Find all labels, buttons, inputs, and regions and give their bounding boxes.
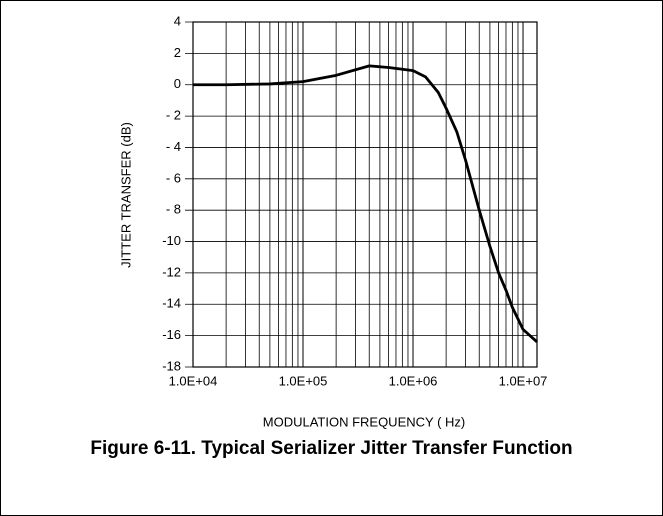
chart-title: Figure 6-11. Typical Serializer Jitter T… bbox=[90, 438, 573, 459]
line-series bbox=[193, 64, 538, 343]
y-tick-label: -12 bbox=[162, 264, 181, 279]
y-tick-label: 4 bbox=[174, 13, 181, 28]
y-tick-label: - 2 bbox=[166, 108, 181, 123]
x-tick-label: 1.0E+06 bbox=[389, 373, 438, 388]
y-tick-label: 2 bbox=[174, 45, 181, 60]
x-tick-label: 1.0E+05 bbox=[279, 373, 328, 388]
y-tick-label: -10 bbox=[162, 233, 181, 248]
y-tick-label: - 8 bbox=[166, 202, 181, 217]
y-tick-label: -14 bbox=[162, 296, 181, 311]
x-axis-label: MODULATION FREQUENCY ( Hz) bbox=[263, 414, 465, 429]
x-tick-label: 1.0E+07 bbox=[499, 373, 548, 388]
y-axis-label: JITTER TRANSFER (dB) bbox=[118, 122, 133, 268]
y-tick-label: - 4 bbox=[166, 139, 181, 154]
x-tick-label: 1.0E+04 bbox=[169, 373, 218, 388]
y-tick-label: -16 bbox=[162, 327, 181, 342]
y-tick-label: -18 bbox=[162, 358, 181, 373]
plot-border bbox=[192, 21, 538, 368]
y-tick-label: - 6 bbox=[166, 170, 181, 185]
y-tick-label: 0 bbox=[174, 76, 181, 91]
